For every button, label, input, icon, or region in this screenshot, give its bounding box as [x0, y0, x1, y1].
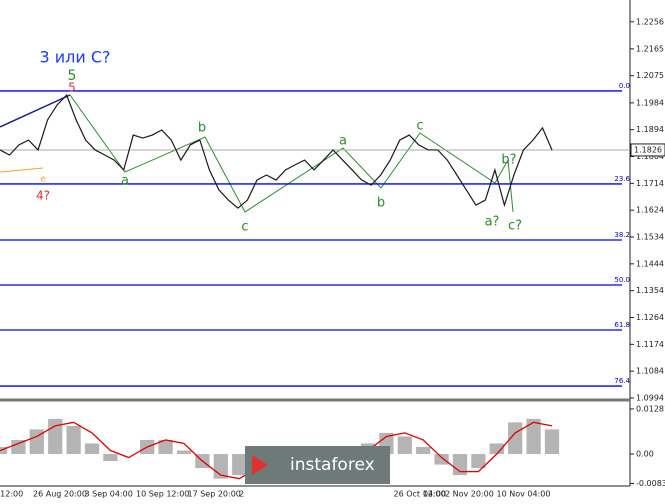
x-tick-label: Aug 12:00 — [0, 490, 23, 499]
wave-line — [0, 94, 71, 128]
y-tick-label: 1.2075 — [636, 71, 664, 80]
histogram-bar — [434, 454, 449, 465]
wave-line — [0, 167, 44, 173]
watermark: instaforex — [290, 455, 375, 475]
wave-label: c — [416, 119, 423, 134]
y-tick-label: 1.1444 — [636, 259, 664, 268]
wave-label: 4? — [36, 189, 50, 203]
y-tick-label: -0.00836 — [636, 479, 665, 488]
y-tick-label: 1.1714 — [636, 179, 664, 188]
histogram-bar — [544, 429, 560, 455]
last-price-label: 1.1826 — [634, 145, 662, 154]
y-tick-label: 1.1264 — [636, 313, 664, 322]
y-tick-label: 1.1624 — [636, 206, 664, 215]
x-tick-label: 04:00 — [423, 490, 446, 499]
wave-label: e — [40, 175, 46, 185]
banner-box — [245, 446, 390, 484]
histogram-bar — [489, 443, 504, 455]
wave-label: c — [241, 220, 248, 235]
histogram-bar — [526, 418, 541, 455]
wave-label: a — [339, 134, 347, 149]
histogram-bar — [0, 446, 8, 455]
fib-label: 38.2 — [614, 231, 630, 239]
y-tick-label: 1.1894 — [636, 125, 664, 134]
y-tick-label: 1.1084 — [636, 367, 664, 376]
histogram-bar — [416, 446, 431, 455]
histogram-bar — [11, 439, 26, 455]
histogram-bar — [84, 443, 100, 455]
histogram-bar — [66, 425, 81, 455]
last-price-box — [630, 143, 665, 157]
y-tick-label: 1.1984 — [636, 98, 664, 107]
wave-label: c? — [508, 219, 522, 234]
y-tick-label: 0.01281 — [636, 404, 665, 413]
x-tick-label: 10 Nov 04:00 — [497, 490, 551, 499]
fib-label: 61.8 — [614, 321, 630, 329]
y-tick-label: 1.2165 — [636, 44, 664, 53]
y-tick-label: 1.0994 — [636, 394, 664, 403]
watermark-banner: instaforex — [245, 446, 390, 484]
histogram-bar — [452, 454, 468, 476]
banner-icon — [252, 455, 268, 475]
x-tick-label: 3 Sep 04:00 — [85, 490, 133, 499]
histogram-bar — [103, 454, 118, 462]
wave-label: 5 — [68, 81, 76, 95]
x-tick-label: 26 Oct 12:00 — [394, 490, 446, 499]
x-tick-label: 26 Aug 20:00 — [33, 490, 87, 499]
y-tick-label: 1.1354 — [636, 286, 664, 295]
histogram-bar — [48, 418, 63, 455]
wave-label: a — [121, 174, 129, 189]
wave-label: 3 или C? — [39, 48, 110, 67]
histogram-bar — [232, 454, 247, 476]
wave-label: b — [198, 121, 206, 136]
histogram-bar — [397, 436, 412, 455]
x-tick-label: 2 Nov 20:00 — [445, 490, 494, 499]
histogram-bar — [158, 439, 173, 455]
price-line — [0, 94, 553, 209]
histogram-bar — [471, 454, 486, 469]
x-tick-label: 17 Sep 20:00 — [188, 490, 241, 499]
histogram-bar — [176, 450, 192, 455]
fib-label: 23.6 — [614, 175, 630, 183]
wave-label: a? — [485, 215, 500, 230]
fib-label: 50.0 — [614, 276, 630, 284]
y-tick-label: 1.2256 — [636, 17, 664, 26]
wave-label: 5 — [68, 68, 77, 84]
y-tick-label: 1.1534 — [636, 233, 664, 242]
wave-line — [69, 94, 514, 213]
histogram-bar — [29, 429, 44, 455]
x-tick-label: 2 — [239, 490, 244, 499]
y-tick-label: 1.1174 — [636, 340, 664, 349]
y-tick-label: 1.1804 — [636, 152, 664, 161]
fib-label: 76.4 — [614, 377, 630, 385]
wave-label: b? — [501, 153, 516, 168]
x-tick-label: 10 Sep 12:00 — [136, 490, 189, 499]
fib-label: 0.0 — [619, 82, 630, 90]
y-tick-label: 0.00 — [636, 450, 654, 459]
wave-label: b — [377, 196, 385, 211]
